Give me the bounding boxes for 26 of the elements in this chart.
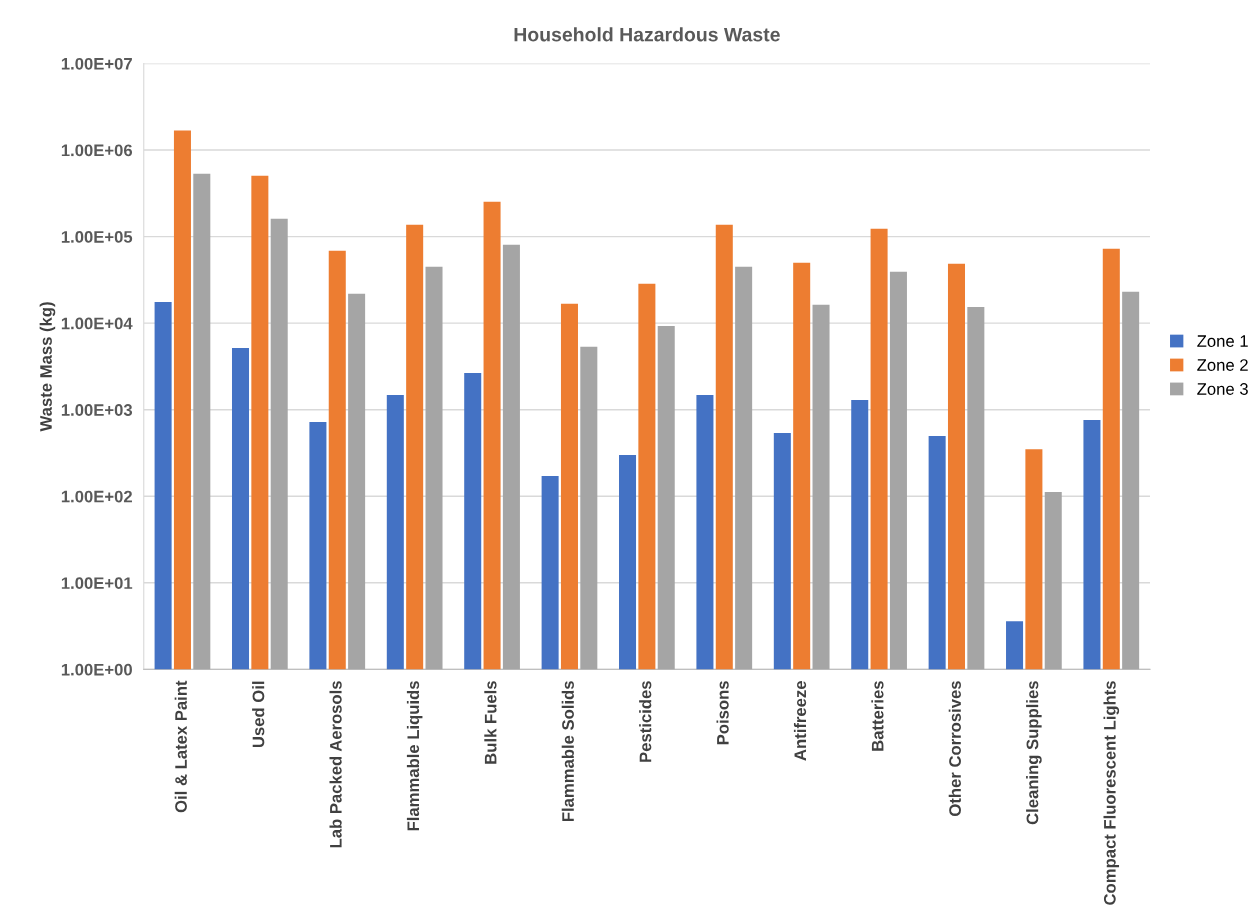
y-tick-label: 1.00E+03	[61, 404, 133, 416]
legend-label: Zone 3	[1197, 383, 1248, 395]
y-tick-label: 1.00E+07	[61, 57, 132, 70]
legend-label: Zone 1	[1197, 335, 1248, 347]
x-tick-label: Lab Packed Aerosols	[329, 681, 342, 848]
y-tick-label: 1.00E+00	[61, 663, 132, 676]
x-tick-label: Other Corrosives	[948, 681, 961, 816]
chart-title: Household Hazardous Waste	[514, 27, 780, 42]
x-tick-label: Compact Fluorescent Lights	[1103, 681, 1120, 905]
x-tick-label: Batteries	[871, 681, 884, 751]
y-axis-title: Waste Mass (kg)	[39, 302, 56, 432]
x-tick-label: Flammable Liquids	[406, 681, 423, 831]
y-tick-label: 1.00E+02	[61, 490, 132, 503]
x-tick-label: Pesticides	[639, 681, 652, 762]
y-tick-label: 1.00E+01	[61, 577, 133, 590]
x-tick-label: Oil & Latex Paint	[174, 680, 187, 813]
x-tick-label: Cleaning Supplies	[1026, 681, 1042, 825]
x-tick-label: Antifreeze	[793, 681, 807, 761]
x-tick-label: Flammable Solids	[561, 681, 574, 822]
y-tick-label: 1.00E+05	[61, 231, 133, 243]
legend-label: Zone 2	[1197, 359, 1248, 371]
x-tick-label: Used Oil	[252, 681, 265, 748]
x-tick-label: Poisons	[716, 681, 729, 745]
y-tick-label: 1.00E+04	[61, 317, 133, 330]
x-tick-label: Bulk Fuels	[484, 681, 497, 764]
y-tick-label: 1.00E+06	[61, 144, 133, 157]
